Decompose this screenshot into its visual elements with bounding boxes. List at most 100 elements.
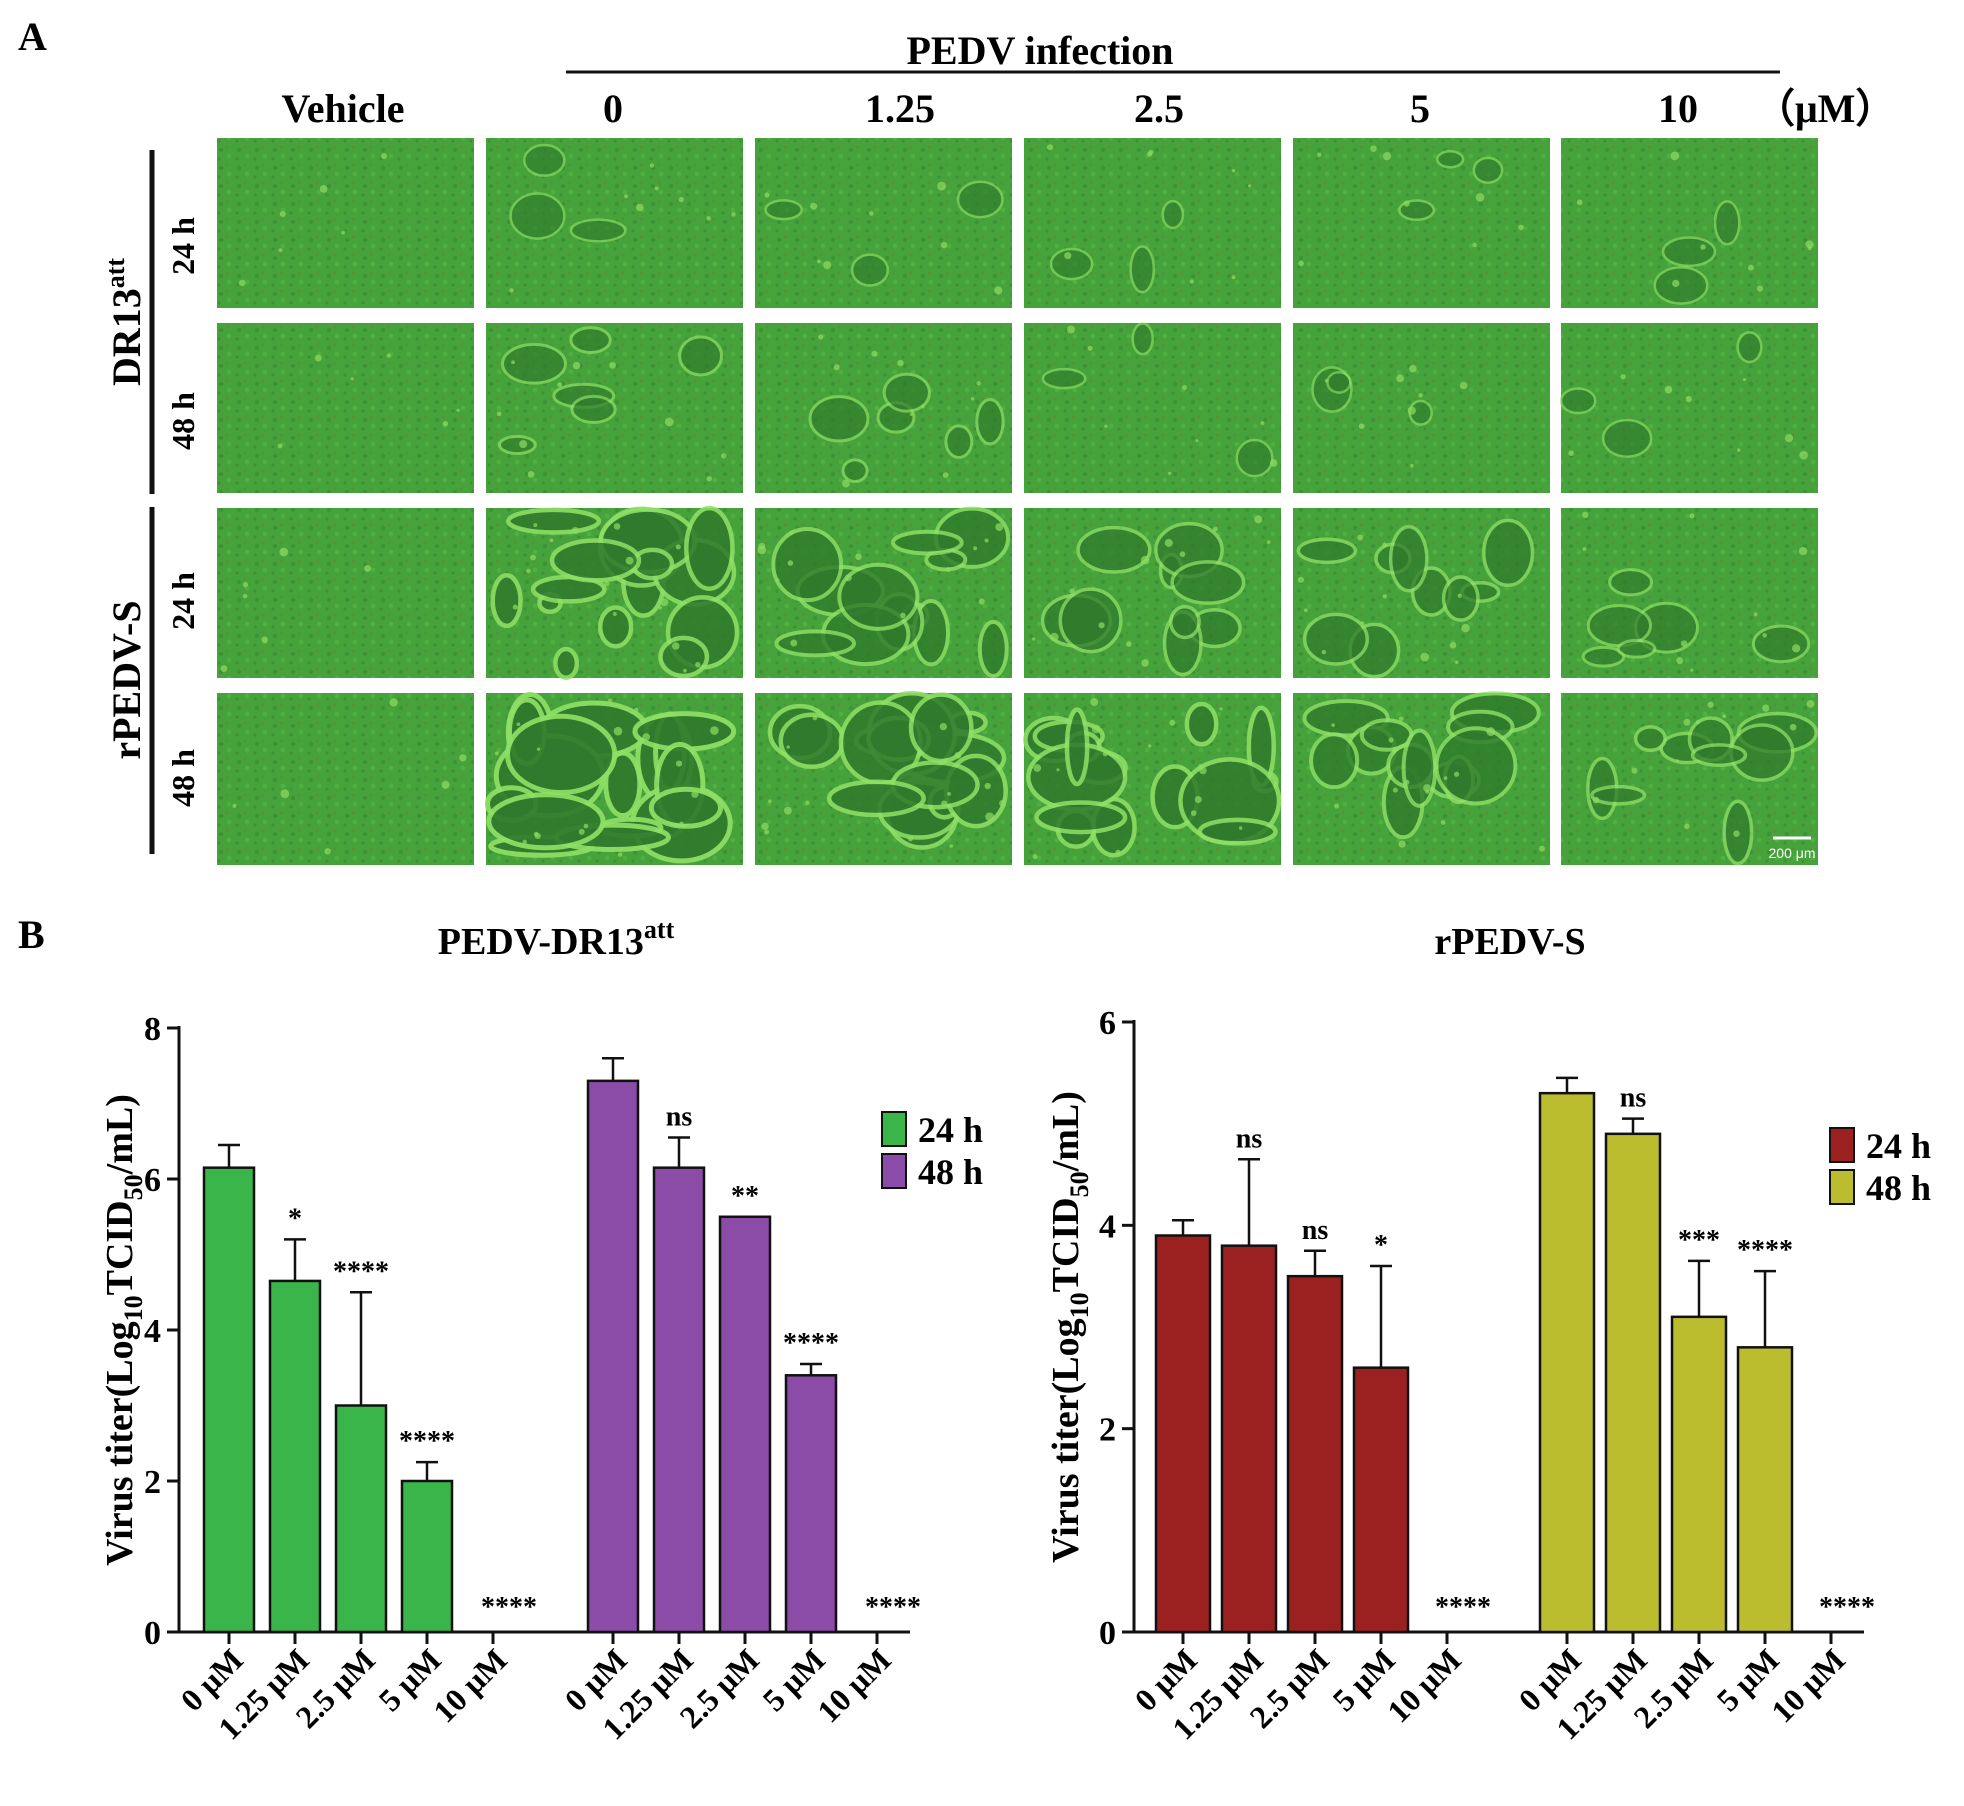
lesion-patch xyxy=(841,458,869,483)
bright-cell xyxy=(642,733,651,741)
lesion-patch xyxy=(1034,800,1128,835)
bright-cell xyxy=(278,248,283,253)
bright-cell xyxy=(1382,542,1388,548)
bright-cell xyxy=(812,715,818,721)
bright-cell xyxy=(1189,279,1194,284)
bright-cell xyxy=(232,803,237,808)
bar-24h xyxy=(202,1166,256,1634)
row-label-dr13: DR13att xyxy=(101,258,149,386)
bright-cell xyxy=(242,582,249,588)
lesion-patch xyxy=(569,326,612,355)
lesion-patch xyxy=(1616,638,1657,659)
bright-cell xyxy=(1297,576,1305,583)
bright-cell xyxy=(1675,759,1680,763)
row-label-rpedv-s: rPEDV-S xyxy=(104,600,149,759)
bright-cell xyxy=(783,806,792,815)
lesion-patch xyxy=(850,253,890,287)
column-labels: Vehicle 0 1.25 2.5 5 10 （μM） xyxy=(282,86,1896,131)
lesion-patch xyxy=(1713,200,1741,246)
lesion-patch xyxy=(1170,560,1246,605)
bright-cell xyxy=(695,662,701,668)
bright-cell xyxy=(364,565,372,572)
bright-cell xyxy=(613,726,623,736)
bright-cell xyxy=(790,639,798,647)
bright-cell xyxy=(954,752,962,759)
lesion-patch xyxy=(1131,322,1154,356)
bright-cell xyxy=(324,848,331,855)
bright-cell xyxy=(706,216,711,221)
significance-label: ** xyxy=(731,1181,759,1212)
micrograph-r3-c0 xyxy=(217,693,474,865)
bright-cell xyxy=(1753,612,1758,617)
bar-48h xyxy=(1538,1091,1596,1634)
micrograph-r0-c0 xyxy=(217,138,474,308)
lesion-patch xyxy=(1197,817,1278,846)
bright-cell xyxy=(710,726,719,735)
bar-24h xyxy=(1154,1234,1212,1634)
bright-cell xyxy=(1743,377,1747,382)
bright-cell xyxy=(1518,224,1524,231)
column-label-2-5: 2.5 xyxy=(1134,86,1184,131)
lesion-patch xyxy=(1661,236,1717,268)
bar-24h xyxy=(268,1279,322,1634)
bright-cell xyxy=(921,404,925,409)
bright-cell xyxy=(1091,724,1101,734)
bright-cell xyxy=(731,212,736,217)
lesion-patch xyxy=(890,529,964,556)
bright-cell xyxy=(1396,374,1405,383)
bright-cell xyxy=(1449,641,1457,649)
bright-cell xyxy=(985,812,995,822)
bright-cell xyxy=(941,800,948,807)
lesion-patch xyxy=(569,218,627,243)
bright-cell xyxy=(1382,152,1392,161)
bright-cell xyxy=(1733,830,1740,837)
column-label-10: 10 xyxy=(1658,86,1698,131)
lesion-patch xyxy=(486,792,606,851)
bright-cell xyxy=(660,598,669,607)
bright-cell xyxy=(939,722,948,731)
bright-cell xyxy=(1592,796,1600,804)
significance-label: * xyxy=(1374,1230,1388,1261)
bright-cell xyxy=(1807,246,1812,251)
bright-cell xyxy=(1423,784,1431,792)
lesion-patch xyxy=(522,143,566,177)
y-axis-label: Virus titer(Log10TCID50/mL) xyxy=(99,1094,148,1566)
bright-cell xyxy=(1168,471,1172,475)
bright-cell xyxy=(1087,345,1093,351)
significance-label: **** xyxy=(783,1328,839,1359)
bright-cell xyxy=(844,574,852,582)
bright-cell xyxy=(949,844,954,848)
bright-cell xyxy=(1398,840,1406,848)
bright-cell xyxy=(1700,244,1706,250)
lesion-patch xyxy=(1581,645,1626,668)
bright-cell xyxy=(624,194,628,199)
bright-cell xyxy=(578,828,585,835)
micrograph-r2-c5 xyxy=(1561,508,1818,678)
lesion-patch xyxy=(1633,725,1667,753)
lesion-patch xyxy=(1751,624,1811,664)
lesion-patch xyxy=(1184,701,1219,747)
bright-cell xyxy=(1440,820,1446,825)
y-tick-label: 2 xyxy=(144,1464,161,1501)
lesion-patch xyxy=(597,605,634,649)
bright-cell xyxy=(1382,594,1387,599)
bright-cell xyxy=(1083,843,1087,847)
micrograph-r1-c2 xyxy=(755,323,1012,493)
y-tick-label: 0 xyxy=(1099,1615,1116,1652)
time-label-dr13-48h: 48 h xyxy=(165,392,201,450)
lesion-patch xyxy=(1041,367,1087,390)
bright-cell xyxy=(1370,145,1377,152)
bright-cell xyxy=(1798,546,1808,556)
bright-cell xyxy=(1409,364,1417,373)
lesion-patch xyxy=(1129,245,1156,294)
lesion-patch xyxy=(837,562,920,631)
bright-cell xyxy=(937,181,946,191)
bright-cell xyxy=(1248,184,1252,188)
micrograph-r0-c3 xyxy=(1024,138,1281,308)
bright-cell xyxy=(459,754,467,762)
bright-cell xyxy=(1388,737,1394,743)
chart-pedv-dr13: PEDV-DR13att 0 2 4 6 8 Virus titer(Log10TCID50… xyxy=(99,915,983,1746)
bright-cell xyxy=(652,814,656,818)
bright-cell xyxy=(1231,169,1236,173)
